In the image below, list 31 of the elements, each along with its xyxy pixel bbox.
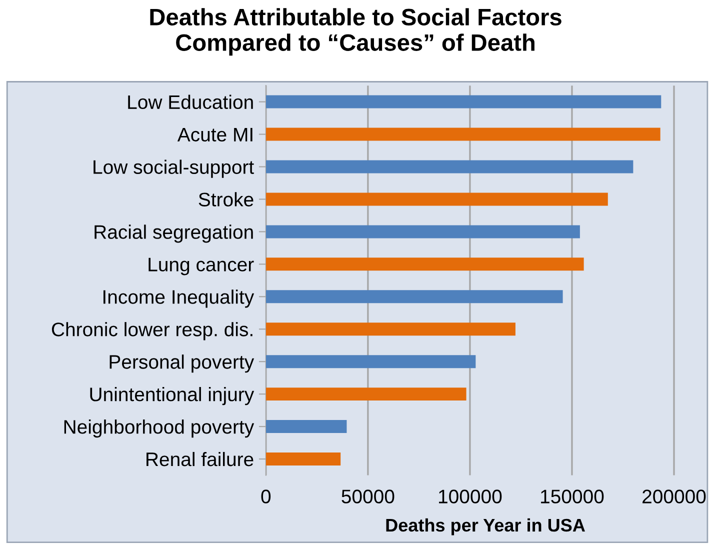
x-tick-label: 150000 bbox=[541, 490, 604, 504]
x-tick-label: 0 bbox=[261, 490, 271, 504]
bar bbox=[266, 322, 516, 336]
bar bbox=[266, 420, 347, 434]
y-tick-label: Renal failure bbox=[146, 452, 254, 466]
x-tick-label: 200000 bbox=[642, 490, 706, 504]
bar bbox=[266, 225, 580, 238]
bar bbox=[266, 128, 660, 141]
bar bbox=[266, 160, 634, 174]
y-tick-label: Neighborhood poverty bbox=[64, 419, 254, 438]
y-tick-label: Low social-support bbox=[94, 160, 254, 178]
y-tick-label: Income Inequality bbox=[104, 290, 254, 308]
bar bbox=[266, 258, 584, 271]
x-axis-title: Deaths per Year in USA bbox=[386, 518, 585, 536]
y-tick-label: Stroke bbox=[198, 192, 254, 206]
y-tick-label: Unintentional injury bbox=[90, 387, 254, 406]
bar bbox=[266, 388, 466, 401]
bar bbox=[266, 192, 608, 206]
y-tick-label: Lung cancer bbox=[148, 258, 254, 276]
y-tick-label: Chronic lower resp. dis. bbox=[52, 322, 252, 340]
y-tick-label: Racial segregation bbox=[94, 224, 253, 243]
x-tick-label: 50000 bbox=[342, 490, 394, 504]
bar bbox=[266, 355, 476, 368]
bar bbox=[266, 290, 563, 304]
chart-title: Deaths Attributable to Social Factors Compared to “Causes” of Death bbox=[150, 8, 562, 56]
bar bbox=[266, 452, 341, 466]
y-tick-label: Personal poverty bbox=[110, 354, 254, 373]
x-tick-label: 100000 bbox=[439, 490, 502, 504]
bar bbox=[266, 95, 662, 108]
y-tick-label: Low Education bbox=[128, 94, 253, 110]
y-tick-label: Acute MI bbox=[177, 128, 252, 142]
